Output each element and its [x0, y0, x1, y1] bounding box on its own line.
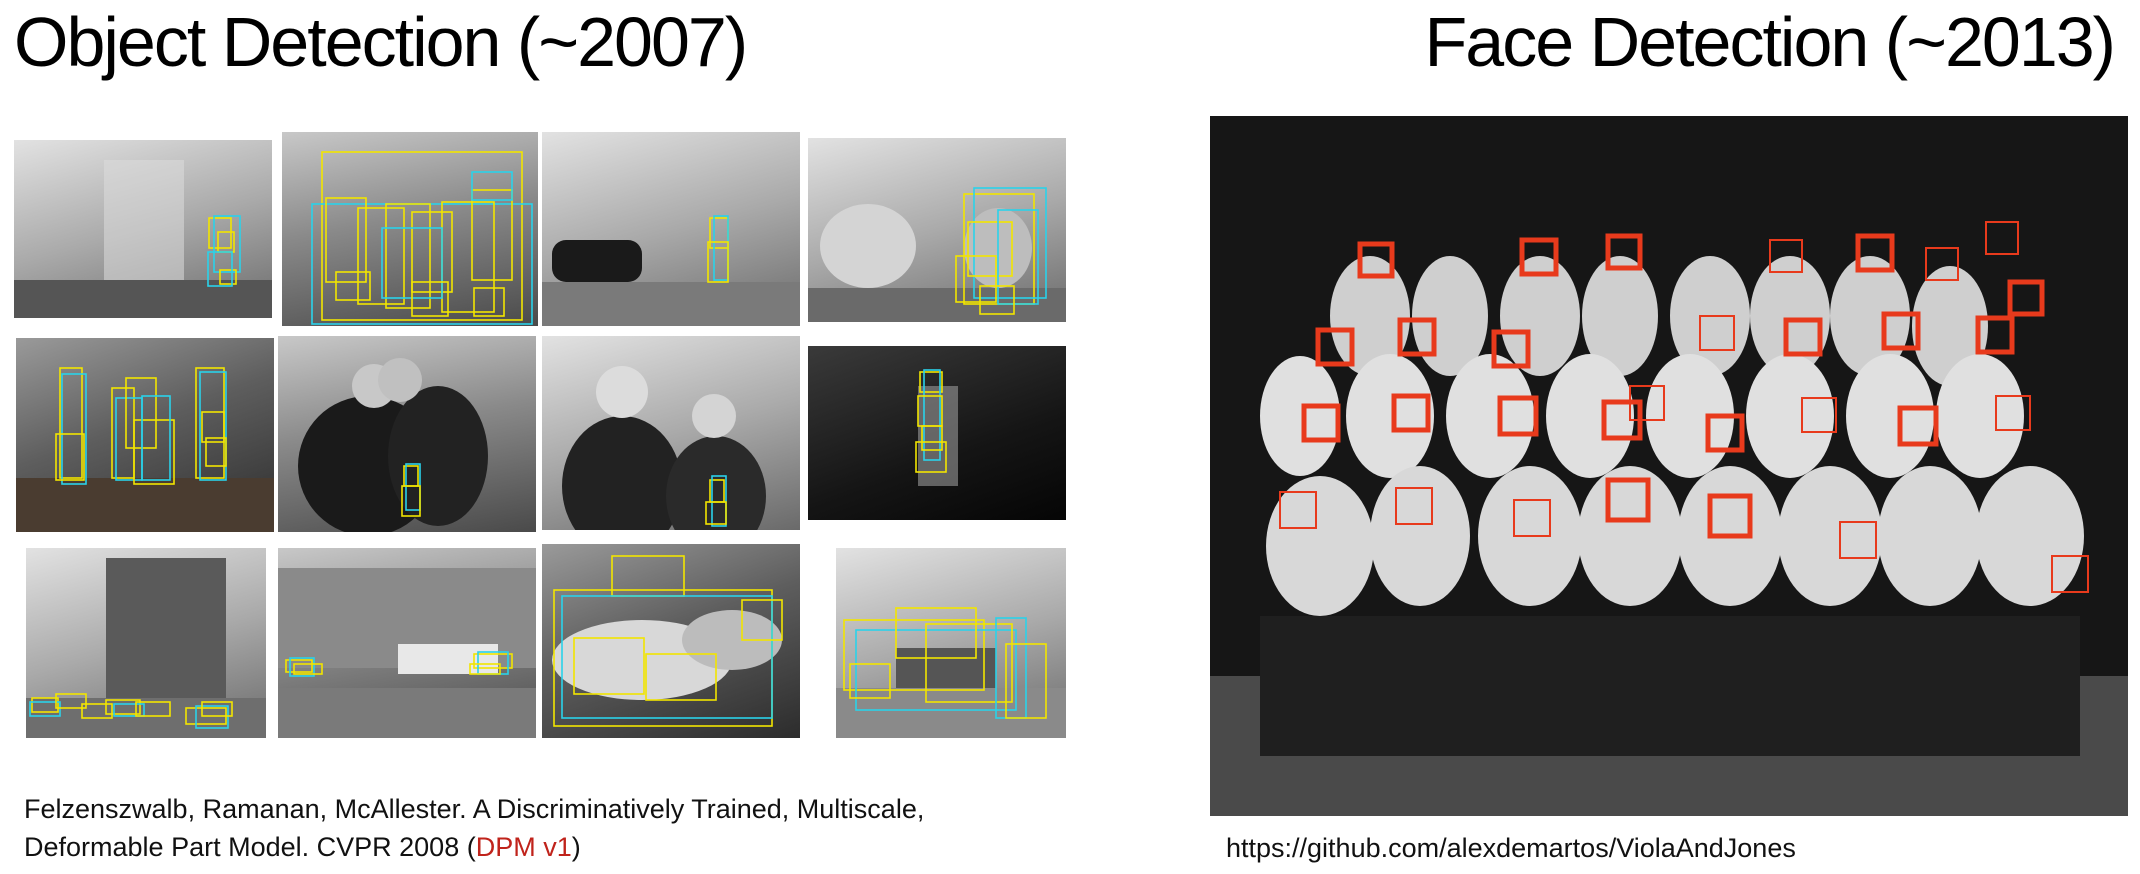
sports-cars-detection-image	[542, 544, 800, 738]
citation-highlight-dpm: DPM v1	[475, 832, 572, 862]
couple-on-sofa-detection-image	[278, 336, 536, 532]
street-cars-detection-image	[26, 548, 266, 738]
cars-on-street-detection-image	[836, 548, 1066, 738]
citation-line2-prefix: Deformable Part Model. CVPR 2008 (	[24, 832, 476, 862]
buses-in-plaza-detection-image	[278, 548, 536, 738]
citation-line2-suffix: )	[571, 832, 581, 862]
group-on-bench-detection-image	[282, 132, 538, 326]
sheep-detection-image	[808, 138, 1066, 322]
bottles-on-table-detection-image	[16, 338, 274, 532]
person-raising-hands-detection-image	[808, 346, 1066, 520]
face-detection-title: Face Detection (~2013)	[1424, 3, 2116, 81]
train-detection-image	[14, 140, 272, 318]
citation-text: Felzenszwalb, Ramanan, McAllester. A Dis…	[24, 790, 924, 866]
car-and-person-detection-image	[542, 132, 800, 326]
citation-line1: Felzenszwalb, Ramanan, McAllester. A Dis…	[24, 794, 925, 824]
object-detection-title: Object Detection (~2007)	[14, 3, 748, 81]
class-photo-face-detection-image	[1210, 116, 2128, 816]
two-women-at-table-detection-image	[542, 336, 800, 530]
source-link[interactable]: https://github.com/alexdemartos/ViolaAnd…	[1226, 833, 1796, 863]
